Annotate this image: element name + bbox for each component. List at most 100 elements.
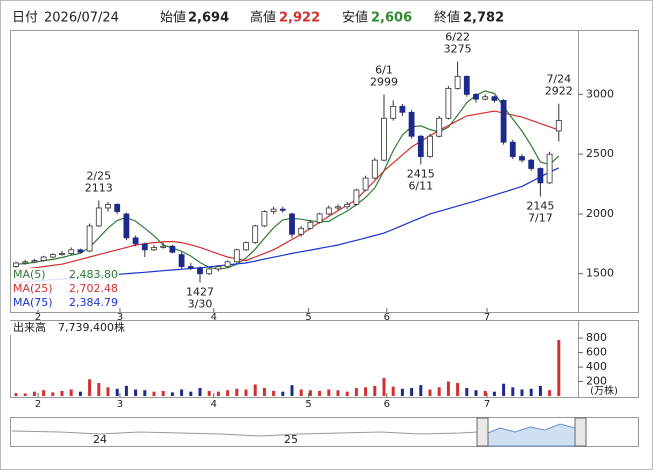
- volume-bar: [253, 384, 257, 396]
- candle-body: [335, 206, 341, 209]
- volume-total: 7,739,400株: [58, 320, 125, 334]
- volume-bar: [60, 390, 64, 396]
- x-tick-label: 5: [305, 312, 311, 323]
- volume-bar: [400, 388, 404, 396]
- candle-body: [289, 213, 295, 235]
- x-tick-label: 2: [35, 312, 41, 323]
- candle-body: [105, 203, 111, 209]
- volume-bar: [492, 391, 496, 396]
- candle-body: [537, 168, 544, 184]
- volume-bar: [152, 391, 156, 396]
- annotation-price: 2922: [545, 85, 573, 98]
- candle-body: [500, 99, 507, 143]
- volume-bar: [88, 379, 92, 396]
- candle-body: [77, 249, 84, 253]
- volume-bar: [207, 390, 211, 396]
- candle-body: [353, 189, 360, 205]
- candle-body: [243, 242, 249, 251]
- annotation-date: 7/24: [546, 73, 571, 86]
- date: 2026/07/24: [44, 11, 119, 26]
- volume-bar: [410, 388, 414, 396]
- candle-body: [473, 93, 479, 100]
- low: 2,606: [371, 11, 412, 26]
- candle-body: [417, 135, 424, 157]
- navigator-handle-right[interactable]: [574, 417, 587, 447]
- candle-body: [252, 225, 259, 244]
- high: 2,922: [279, 11, 320, 26]
- candle-body: [279, 208, 286, 211]
- volume-bar: [364, 387, 368, 396]
- volume-bar: [23, 393, 27, 396]
- candle-body: [114, 203, 121, 212]
- annotation-date: 3/30: [188, 297, 213, 310]
- volume-bar: [557, 339, 561, 396]
- candle-body: [206, 268, 213, 275]
- volume-bar: [511, 387, 515, 396]
- candle-body: [528, 159, 535, 169]
- candle-body: [197, 267, 203, 275]
- candle-body: [555, 120, 562, 132]
- x-tick-label: 5: [305, 399, 311, 410]
- low-label: 安値: [342, 10, 368, 26]
- volume-bar: [134, 389, 138, 396]
- annotation-date: 7/17: [528, 212, 553, 225]
- legend-name: MA(75): [13, 296, 53, 309]
- candle-body: [454, 76, 461, 89]
- candle-body: [123, 213, 130, 239]
- price-panel: [10, 30, 639, 313]
- legend-value: 2,702.48: [69, 282, 118, 295]
- volume-tick-label: 800: [586, 331, 607, 344]
- candle-body: [371, 159, 378, 179]
- candle-body: [95, 207, 102, 227]
- candle-body: [40, 256, 47, 261]
- volume-bar: [529, 388, 533, 396]
- volume-bar: [456, 382, 460, 396]
- candle-body: [215, 266, 222, 270]
- volume-bar: [106, 387, 110, 396]
- volume-bar: [180, 389, 184, 396]
- candle-body: [546, 153, 553, 184]
- candle-body: [436, 117, 443, 137]
- volume-bar: [318, 390, 322, 396]
- volume-bar: [161, 390, 165, 396]
- navigator-handle-left[interactable]: [476, 417, 489, 447]
- close-label: 終値: [434, 10, 460, 26]
- y-tick-label: 2000: [586, 207, 614, 220]
- moving-average: [15, 90, 560, 270]
- annotation-date: 6/1: [375, 63, 393, 76]
- x-tick-label: 3: [117, 312, 123, 323]
- navigator-label: 24: [93, 433, 107, 446]
- candle-body: [22, 261, 29, 264]
- volume-bar: [170, 392, 174, 396]
- candle-body: [325, 207, 332, 215]
- x-tick-label: 3: [117, 399, 123, 410]
- volume-bar: [428, 389, 432, 396]
- y-tick-label: 2500: [586, 147, 614, 160]
- volume-bar: [281, 391, 285, 396]
- annotation-price: 2415: [407, 167, 435, 180]
- candle-body: [362, 177, 369, 191]
- volume-bar: [373, 385, 377, 396]
- candle-body: [381, 117, 387, 161]
- annotation-date: 2/25: [86, 169, 111, 182]
- volume-bar: [354, 388, 358, 396]
- candle-body: [132, 237, 139, 245]
- volume-panel: [10, 320, 639, 398]
- volume-bar: [97, 382, 101, 396]
- volume-bar: [198, 388, 202, 396]
- legend-bg: [11, 282, 119, 296]
- candle-body: [233, 249, 240, 263]
- candle-body: [408, 111, 415, 137]
- volume-bar: [502, 383, 506, 396]
- candle-body: [160, 245, 167, 248]
- volume-bar: [51, 392, 55, 396]
- candle-body: [509, 141, 516, 157]
- volume-bar: [226, 390, 230, 396]
- volume-bar: [244, 389, 248, 396]
- navigator-line: [11, 430, 479, 437]
- high-label: 高値: [250, 10, 276, 26]
- volume-bar: [42, 390, 46, 396]
- legend-name: MA(25): [13, 282, 53, 295]
- candle-body: [68, 249, 75, 254]
